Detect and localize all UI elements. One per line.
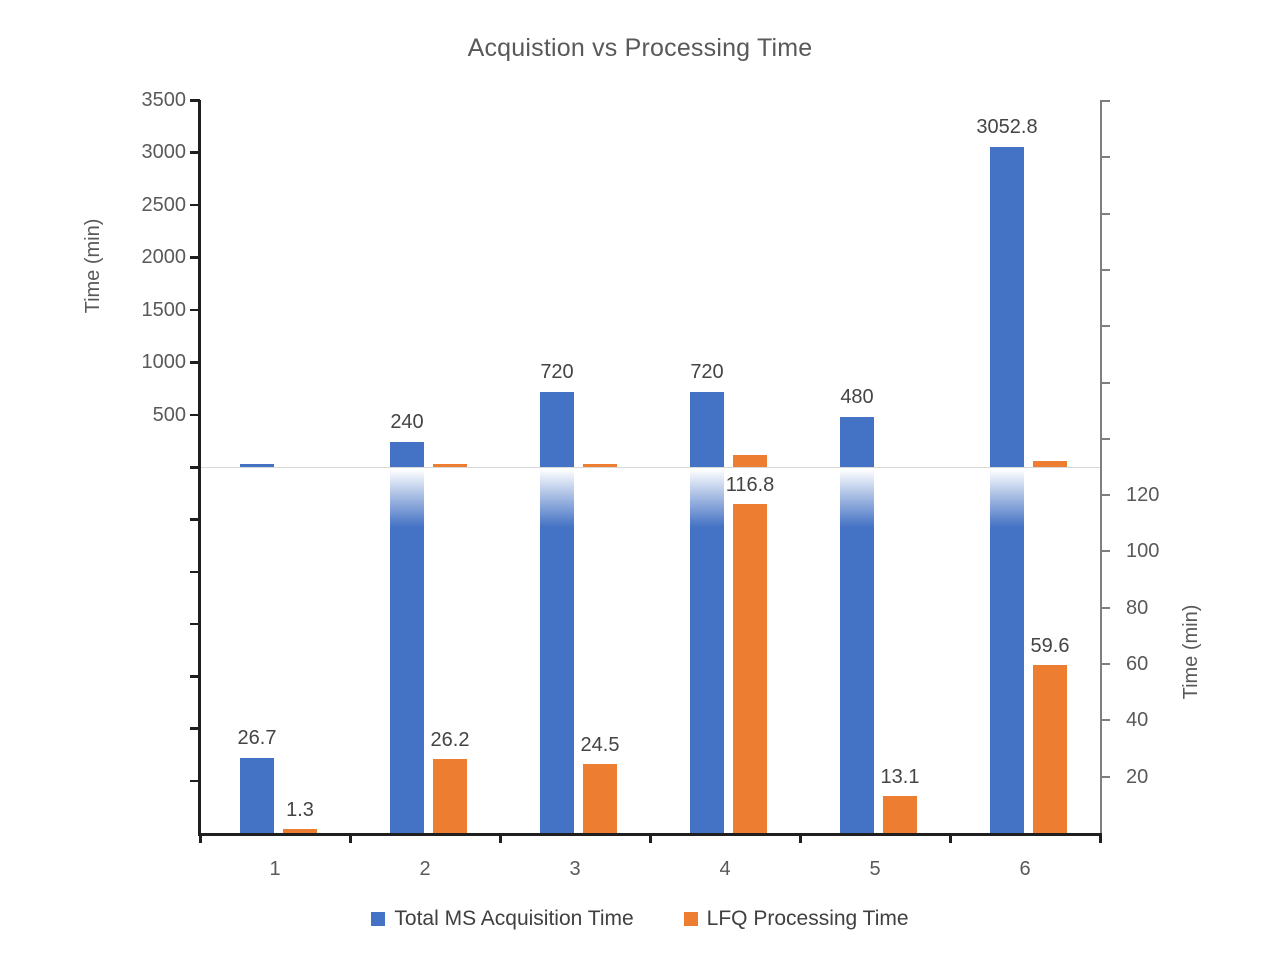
left-axis-tick-label: 2000	[141, 246, 187, 269]
left-axis-tick	[190, 256, 200, 259]
bar-top-lfq-4	[733, 454, 767, 467]
bar-top-total-2	[390, 441, 424, 467]
right-axis-minor-tick	[1101, 100, 1110, 102]
x-category-label-4: 4	[719, 858, 731, 880]
right-axis-minor-tick	[1101, 381, 1110, 384]
right-axis-tick-label: 20	[1126, 765, 1149, 788]
bar-top-lfq-2	[433, 464, 467, 467]
x-category-label-6: 6	[1019, 858, 1031, 880]
right-axis-tick-label: 120	[1126, 484, 1160, 507]
left-axis-minor-tick	[190, 570, 200, 574]
left-axis-tick	[190, 203, 200, 207]
right-axis-tick-label: 80	[1126, 596, 1149, 619]
data-label-processing-4: 116.8	[725, 474, 775, 497]
right-axis-tick	[1101, 606, 1110, 609]
right-axis-line	[1100, 100, 1102, 833]
data-label-acquisition-5: 480	[840, 385, 874, 408]
data-label-acquisition-1: 26.7	[237, 726, 277, 749]
data-label-acquisition-2: 240	[390, 410, 424, 433]
bar-bottom-lfq-3	[583, 764, 617, 833]
left-axis-tick-label: 1500	[141, 298, 187, 321]
right-axis-tick-label: 60	[1126, 653, 1149, 676]
right-axis-tick-label: 100	[1126, 540, 1160, 563]
x-category-label-3: 3	[569, 858, 581, 880]
bottom-axis-tick	[799, 833, 802, 843]
bottom-axis-tick	[349, 833, 352, 843]
x-category-label-1: 1	[269, 858, 281, 880]
data-label-processing-3: 24.5	[580, 734, 620, 757]
bar-top-lfq-6	[1033, 460, 1067, 467]
bottom-axis-tick	[499, 833, 502, 843]
bar-bottom-total-3	[540, 468, 574, 833]
data-label-processing-6: 59.6	[1030, 635, 1070, 658]
legend-item-acquisition: Total MS Acquisition Time	[371, 907, 634, 931]
right-axis-tick	[1101, 775, 1110, 778]
bar-top-total-6	[990, 146, 1024, 467]
left-axis-minor-tick	[190, 779, 200, 783]
left-axis-tick-label: 3500	[141, 89, 187, 111]
right-axis-minor-tick	[1101, 437, 1110, 440]
legend-swatch-acquisition-icon	[371, 912, 386, 926]
right-axis-tick	[1101, 494, 1110, 497]
bar-top-total-5	[840, 416, 874, 467]
data-label-processing-5: 13.1	[880, 766, 920, 789]
bar-bottom-lfq-2	[433, 759, 467, 833]
data-label-acquisition-4: 720	[690, 360, 724, 383]
left-axis-tick-label: 2500	[141, 193, 187, 216]
left-axis-tick	[190, 413, 200, 417]
bottom-axis-tick	[1099, 833, 1102, 843]
legend: Total MS Acquisition Time LFQ Processing…	[0, 907, 1280, 931]
left-axis-tick-label: 500	[152, 403, 186, 426]
legend-label-acquisition: Total MS Acquisition Time	[394, 907, 634, 930]
left-axis-minor-tick	[190, 622, 200, 626]
bar-top-total-3	[540, 391, 574, 467]
right-axis-minor-tick	[1101, 212, 1110, 215]
bar-bottom-lfq-5	[883, 796, 917, 833]
bottom-axis-tick	[199, 833, 202, 843]
bar-bottom-total-2	[390, 468, 424, 833]
bottom-axis-tick	[649, 833, 652, 843]
bar-bottom-lfq-1	[283, 829, 317, 833]
left-axis-tick	[190, 99, 200, 102]
bar-bottom-lfq-4	[733, 504, 767, 833]
left-axis-tick	[190, 308, 200, 312]
chart-title: Acquistion vs Processing Time	[467, 34, 813, 62]
legend-swatch-processing-icon	[683, 912, 698, 926]
left-axis-minor-tick	[190, 518, 200, 521]
data-label-processing-1: 1.3	[286, 799, 314, 822]
data-label-processing-2: 26.2	[430, 729, 470, 752]
right-axis-tick	[1101, 663, 1110, 666]
x-category-label-2: 2	[419, 858, 431, 880]
left-axis-tick	[190, 151, 200, 154]
right-axis-tick	[1101, 550, 1110, 553]
bar-bottom-total-6	[990, 468, 1024, 833]
data-label-acquisition-3: 720	[540, 360, 574, 383]
bar-bottom-total-4	[690, 468, 724, 833]
bar-top-total-1	[240, 464, 274, 467]
right-axis-minor-tick	[1101, 156, 1110, 159]
right-axis-tick	[1101, 719, 1110, 722]
data-label-acquisition-6: 3052.8	[976, 115, 1038, 138]
right-axis-minor-tick	[1101, 325, 1110, 328]
legend-label-processing: LFQ Processing Time	[706, 907, 909, 930]
bar-top-total-4	[690, 391, 724, 467]
left-axis-tick-label: 1000	[141, 351, 187, 374]
bar-top-lfq-3	[583, 464, 617, 467]
right-axis-tick-label: 40	[1126, 709, 1149, 732]
left-axis-minor-tick	[190, 727, 200, 730]
left-axis-tick-label: 3000	[141, 141, 187, 164]
bar-bottom-lfq-6	[1033, 665, 1067, 833]
bar-bottom-total-5	[840, 468, 874, 833]
divider-line	[200, 466, 1100, 468]
left-axis-minor-tick	[190, 675, 200, 678]
right-axis-minor-tick	[1101, 268, 1110, 271]
left-axis-tick	[190, 361, 200, 364]
left-axis-minor-tick	[190, 466, 200, 469]
legend-item-processing: LFQ Processing Time	[683, 907, 909, 931]
x-category-label-5: 5	[869, 858, 881, 880]
bottom-axis-tick	[949, 833, 952, 843]
bar-bottom-total-1	[240, 757, 274, 833]
